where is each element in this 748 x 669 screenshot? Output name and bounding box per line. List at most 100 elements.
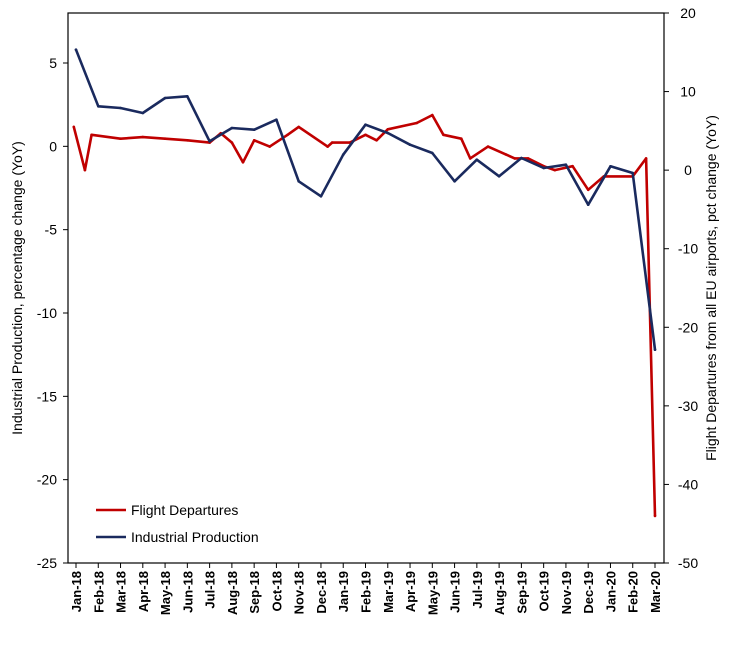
left-tick-label: 0 (49, 138, 57, 154)
right-tick-label: 0 (684, 162, 692, 178)
right-tick-label: 10 (680, 84, 696, 100)
data-point-industrial-production (453, 180, 456, 183)
data-point-industrial-production (475, 158, 479, 161)
series-layer (72, 48, 657, 518)
data-point-flight-departures (141, 135, 145, 139)
data-point-industrial-production (141, 111, 145, 115)
legend: Flight Departures Industrial Production (96, 502, 259, 545)
data-point-flight-departures (252, 139, 256, 142)
x-tick-label: May-18 (158, 571, 173, 615)
data-point-flight-departures (386, 128, 390, 131)
data-point-flight-departures (415, 121, 419, 125)
data-point-flight-departures (186, 139, 189, 142)
data-point-industrial-production (230, 126, 234, 130)
left-tick-label: -20 (37, 472, 57, 488)
series-line-flight-departures (72, 113, 657, 518)
data-point-flight-departures (468, 157, 472, 160)
data-point-flight-departures (326, 145, 329, 148)
data-point-flight-departures (586, 188, 590, 192)
right-axis-title: Flight Departures from all EU airports, … (703, 115, 719, 461)
data-point-industrial-production (386, 131, 390, 135)
data-point-industrial-production (520, 156, 523, 160)
data-point-industrial-production (97, 105, 100, 108)
x-tick-label: May-19 (425, 571, 440, 615)
x-tick-label: Jan-18 (69, 571, 84, 612)
right-tick-label: -40 (678, 476, 698, 492)
data-point-flight-departures (442, 133, 445, 137)
left-axis-title: Industrial Production, percentage change… (9, 141, 25, 435)
data-point-industrial-production (609, 165, 612, 168)
data-point-industrial-production (208, 140, 211, 143)
data-point-flight-departures (230, 141, 234, 144)
data-point-flight-departures (241, 161, 245, 164)
x-tick-label: Sep-19 (514, 571, 529, 614)
data-point-industrial-production (163, 96, 167, 100)
data-point-flight-departures (364, 133, 367, 137)
data-point-flight-departures (504, 153, 508, 156)
data-point-industrial-production (364, 123, 367, 126)
x-tick-label: Oct-19 (537, 571, 552, 611)
left-tick-label: -15 (37, 388, 57, 404)
x-tick-label: Aug-19 (492, 571, 507, 615)
data-point-industrial-production (119, 106, 122, 110)
data-point-industrial-production (653, 348, 657, 352)
x-tick-label: Mar-20 (648, 571, 663, 613)
data-point-industrial-production (252, 128, 256, 131)
x-tick-label: Sep-18 (247, 571, 262, 614)
data-point-industrial-production (341, 153, 345, 156)
right-tick-label: -20 (678, 319, 698, 335)
x-tick-label: Oct-18 (269, 571, 284, 611)
data-point-industrial-production (542, 166, 545, 170)
left-tick-label: -5 (45, 222, 58, 238)
data-point-flight-departures (431, 113, 434, 117)
data-point-flight-departures (286, 133, 289, 137)
x-tick-label: Jun-19 (448, 571, 463, 613)
data-point-industrial-production (319, 195, 323, 198)
x-tick-label: Apr-18 (136, 571, 151, 612)
data-point-flight-departures (72, 125, 76, 129)
legend-label-flight-departures: Flight Departures (131, 502, 238, 518)
data-point-flight-departures (460, 137, 463, 140)
data-point-industrial-production (297, 180, 301, 183)
right-tick-label: -10 (678, 241, 698, 257)
x-axis-ticks: Jan-18 Feb-18 Mar-18 Apr-18 May-18 Jun-18 Jul-… (69, 563, 663, 615)
data-point-industrial-production (564, 163, 568, 166)
x-tick-label: Nov-19 (559, 571, 574, 614)
right-tick-label: -50 (678, 555, 698, 571)
x-tick-label: Feb-20 (626, 571, 641, 613)
x-tick-label: Jul-18 (203, 571, 218, 609)
data-point-flight-departures (297, 125, 301, 129)
data-point-industrial-production (431, 151, 434, 155)
x-tick-label: Dec-19 (581, 571, 596, 614)
data-point-flight-departures (83, 168, 87, 172)
x-tick-label: Jun-18 (180, 571, 195, 613)
x-tick-label: Aug-18 (225, 571, 240, 615)
data-point-flight-departures (268, 145, 272, 148)
right-tick-label: -30 (678, 398, 698, 414)
x-tick-label: Jan-20 (603, 571, 618, 612)
data-point-industrial-production (408, 143, 412, 146)
data-point-flight-departures (163, 137, 167, 140)
x-tick-label: Mar-18 (114, 571, 129, 613)
x-tick-label: Nov-18 (292, 571, 307, 614)
data-point-flight-departures (375, 139, 378, 142)
plot-frame (67, 12, 665, 564)
x-tick-label: Feb-19 (359, 571, 374, 613)
data-point-industrial-production (586, 203, 590, 206)
data-point-flight-departures (571, 164, 574, 168)
x-tick-label: Jan-19 (336, 571, 351, 612)
x-tick-label: Jul-19 (470, 571, 485, 609)
data-point-flight-departures (330, 141, 334, 144)
legend-label-industrial-production: Industrial Production (131, 529, 259, 545)
data-point-flight-departures (513, 157, 516, 160)
x-tick-label: Apr-19 (403, 571, 418, 612)
data-point-industrial-production (74, 48, 78, 51)
series-line-industrial-production (74, 48, 657, 352)
data-point-flight-departures (553, 168, 557, 172)
right-tick-label: 20 (680, 5, 696, 21)
x-tick-label: Feb-18 (91, 571, 106, 613)
data-point-flight-departures (90, 133, 93, 137)
data-point-flight-departures (526, 157, 530, 160)
data-point-industrial-production (497, 175, 501, 178)
x-tick-label: Dec-18 (314, 571, 329, 614)
